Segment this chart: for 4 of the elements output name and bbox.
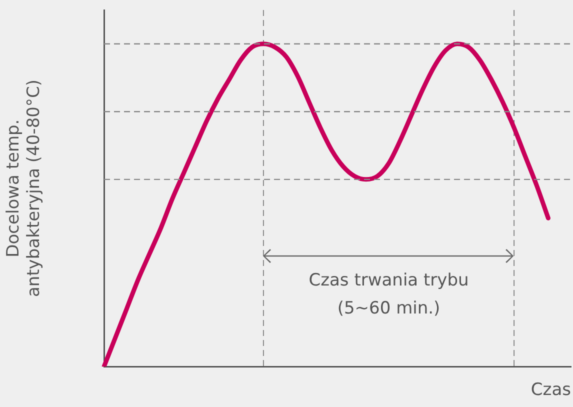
x-axis-title: Czas (530, 380, 572, 400)
annotation: (5~60 min.) (337, 298, 440, 318)
y-axis-title: Docelowa temp. antybakteryjna (40-80°C) (4, 80, 44, 298)
annotation: Czas trwania trybu (308, 270, 469, 290)
